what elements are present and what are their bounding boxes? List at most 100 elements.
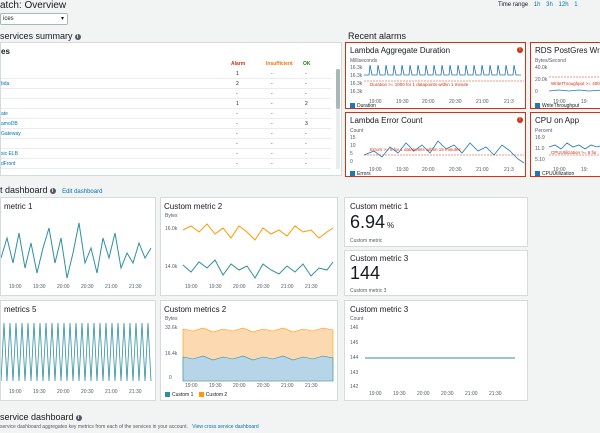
- alarm-unit: Count: [350, 128, 364, 134]
- ok-count: -: [305, 81, 307, 87]
- service-name[interactable]: Gateway: [1, 131, 21, 137]
- alarm-chart-duration: [364, 64, 524, 82]
- widget-custom-metrics-2-area[interactable]: Custom metrics 2 Bytes 32.6k 16.4k 0 19:…: [160, 300, 338, 401]
- alarm-error-icon: !: [517, 117, 523, 123]
- service-name[interactable]: dFront: [1, 161, 16, 167]
- col-ok: OK: [303, 61, 311, 67]
- alarm-legend: Duration: [350, 103, 376, 108]
- alarm-card-lambda-duration[interactable]: Lambda Aggregate Duration ! Milliseconds…: [345, 42, 526, 109]
- dropdown-value: ices: [3, 16, 14, 22]
- alarm-card-title: Lambda Aggregate Duration: [350, 46, 451, 55]
- table-row[interactable]: sic ELB - - -: [1, 150, 331, 159]
- alarm-card-title: RDS PostGres Write Thro: [535, 46, 600, 55]
- services-table: 1 - - bda 2 - - - - - 1 - 2 ate - - - amoDB - - 3 Gateway - - - -…: [1, 70, 331, 175]
- alarm-count: 2: [236, 81, 239, 87]
- alarm-count: -: [236, 91, 238, 97]
- service-name[interactable]: bda: [1, 81, 10, 87]
- alarm-legend: WriteThroughput: [535, 103, 579, 108]
- col-alarm: Alarm: [231, 61, 246, 67]
- insufficient-count: -: [271, 121, 273, 127]
- alarm-card-cpu[interactable]: CPU on App Percent 16.9 11.0 5.10 CPUUti…: [530, 112, 600, 177]
- alarm-count: 1: [236, 71, 239, 77]
- ok-count: -: [305, 71, 307, 77]
- alarm-unit: Milliseconds: [350, 58, 378, 64]
- service-name[interactable]: amoDB: [1, 121, 18, 127]
- time-option-1h[interactable]: 1h: [533, 2, 541, 8]
- widget-title: Custom metric 2: [164, 202, 223, 211]
- scrollbar[interactable]: [336, 69, 340, 169]
- alarm-count: -: [236, 151, 238, 157]
- recent-alarms-title: Recent alarms: [348, 31, 407, 41]
- ok-count: -: [305, 111, 307, 117]
- dashboard-title: t dashboard i Edit dashboard: [0, 185, 103, 195]
- widget-title: Custom metric 3: [350, 305, 409, 314]
- time-range-label: Time range: [498, 2, 529, 8]
- info-icon[interactable]: i: [74, 33, 81, 40]
- alarm-count: -: [236, 161, 238, 167]
- alarm-chart-rds: [548, 76, 600, 92]
- insufficient-count: -: [271, 151, 273, 157]
- widget-title: Custom metric 1: [350, 202, 409, 211]
- table-row[interactable]: amoDB - - 3: [1, 120, 331, 129]
- alarm-unit: Percent: [535, 128, 553, 134]
- metric-value: 144: [350, 263, 381, 283]
- widget-metrics-5[interactable]: metrics 5 19:00 19:30 20:00 20:30 21:00 …: [0, 300, 156, 401]
- alarm-legend: CPUUtilization: [535, 171, 574, 176]
- widget-title: metric 1: [4, 202, 33, 211]
- widget-custom-metric-2[interactable]: Custom metric 2 Bytes 16.0k 14.0k 19:00 …: [160, 197, 338, 296]
- alarm-card-rds-write[interactable]: RDS PostGres Write Thro Bytes/Second 40.…: [530, 42, 600, 109]
- alarm-error-icon: !: [517, 47, 523, 53]
- table-row[interactable]: bda 2 - -: [1, 80, 331, 89]
- widget-line-chart: [1, 322, 152, 382]
- widget-custom-metric-3-line[interactable]: Custom metric 3 Count 146 145 144 143 14…: [344, 300, 528, 401]
- page-title: atch: Overview: [0, 0, 67, 11]
- insufficient-count: -: [271, 81, 273, 87]
- edit-dashboard-link[interactable]: Edit dashboard: [62, 189, 103, 195]
- info-icon[interactable]: i: [49, 187, 56, 194]
- widget-title: Custom metrics 2: [164, 305, 227, 314]
- alarm-threshold: Duration >= 1000 for 1 datapoints within…: [370, 82, 469, 87]
- ok-count: -: [305, 151, 307, 157]
- metric-value: 6.94%: [350, 212, 395, 232]
- alarm-legend: Errors: [350, 171, 371, 176]
- time-option-12h[interactable]: 12h: [558, 2, 569, 8]
- alarm-count: -: [236, 131, 238, 137]
- table-row[interactable]: 1 - 2: [1, 100, 331, 109]
- alarm-card-lambda-errors[interactable]: Lambda Error Count ! Count 15 10 5 0 Err…: [345, 112, 526, 177]
- alarm-count: 1: [236, 101, 239, 107]
- alarm-chart-errors: [363, 140, 525, 164]
- ok-count: -: [305, 91, 307, 97]
- time-option-3h[interactable]: 3h: [546, 2, 553, 8]
- table-row[interactable]: Gateway - - -: [1, 130, 331, 139]
- widget-custom-metric-3-number[interactable]: Custom metric 3 144 Custom metric 3: [344, 250, 528, 296]
- cross-service-link[interactable]: View cross service dashboard: [192, 424, 259, 430]
- info-icon[interactable]: i: [75, 414, 82, 421]
- time-range: Time range 1h 3h 12h 1: [498, 2, 578, 8]
- alarm-count: -: [236, 111, 238, 117]
- widget-metric-1[interactable]: metric 1 19:00 19:30 20:00 20:30 21:00 2…: [0, 197, 156, 296]
- widget-area-chart: [182, 327, 334, 382]
- table-row[interactable]: ---: [1, 140, 331, 149]
- alarm-threshold: CPUUtilization >= 6 for: [551, 150, 597, 155]
- widget-line-chart: [182, 223, 334, 279]
- col-insufficient: Insufficient: [266, 61, 293, 67]
- widget-unit: Bytes: [165, 316, 178, 322]
- table-row[interactable]: dFront - - -: [1, 160, 331, 169]
- widget-line-chart: [365, 357, 515, 359]
- alarm-threshold: Errors >= 5 for 1 datapoints within 15 m…: [370, 147, 461, 152]
- table-row[interactable]: ---: [1, 90, 331, 99]
- ok-count: 2: [305, 101, 308, 107]
- ok-count: -: [305, 131, 307, 137]
- widget-line-chart: [1, 222, 152, 279]
- alarm-count: -: [236, 141, 238, 147]
- table-row[interactable]: ate - - -: [1, 110, 331, 119]
- metric-label: Custom metric 3: [350, 288, 387, 294]
- table-row[interactable]: 1 - -: [1, 70, 331, 79]
- time-option-1[interactable]: 1: [574, 2, 578, 8]
- service-name[interactable]: ate: [1, 111, 8, 117]
- widget-custom-metric-1-number[interactable]: Custom metric 1 6.94% Custom metric: [344, 197, 528, 247]
- dashboard-dropdown[interactable]: ices ▾: [0, 13, 68, 25]
- chevron-down-icon: ▾: [60, 16, 64, 22]
- service-name[interactable]: sic ELB: [1, 151, 18, 157]
- cross-service-description: service dashboard aggregates key metrics…: [0, 424, 259, 430]
